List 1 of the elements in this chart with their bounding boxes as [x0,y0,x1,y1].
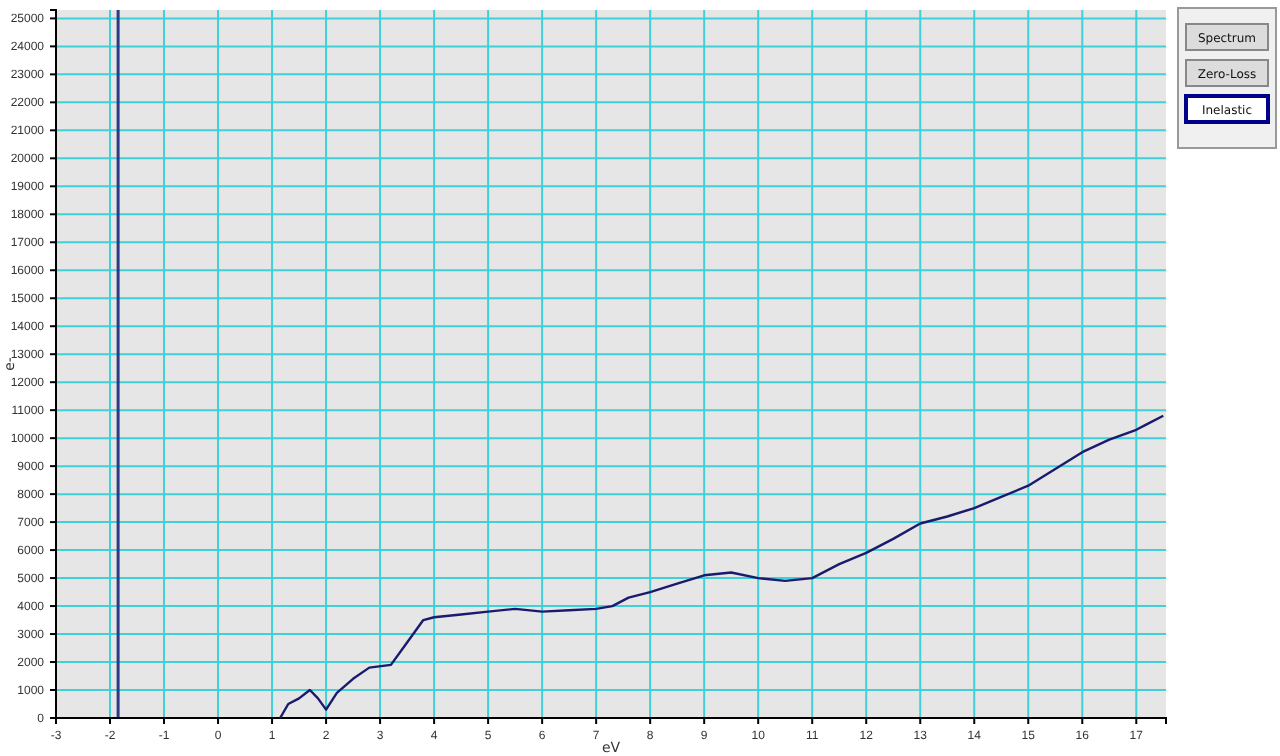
line-series [278,414,1165,720]
